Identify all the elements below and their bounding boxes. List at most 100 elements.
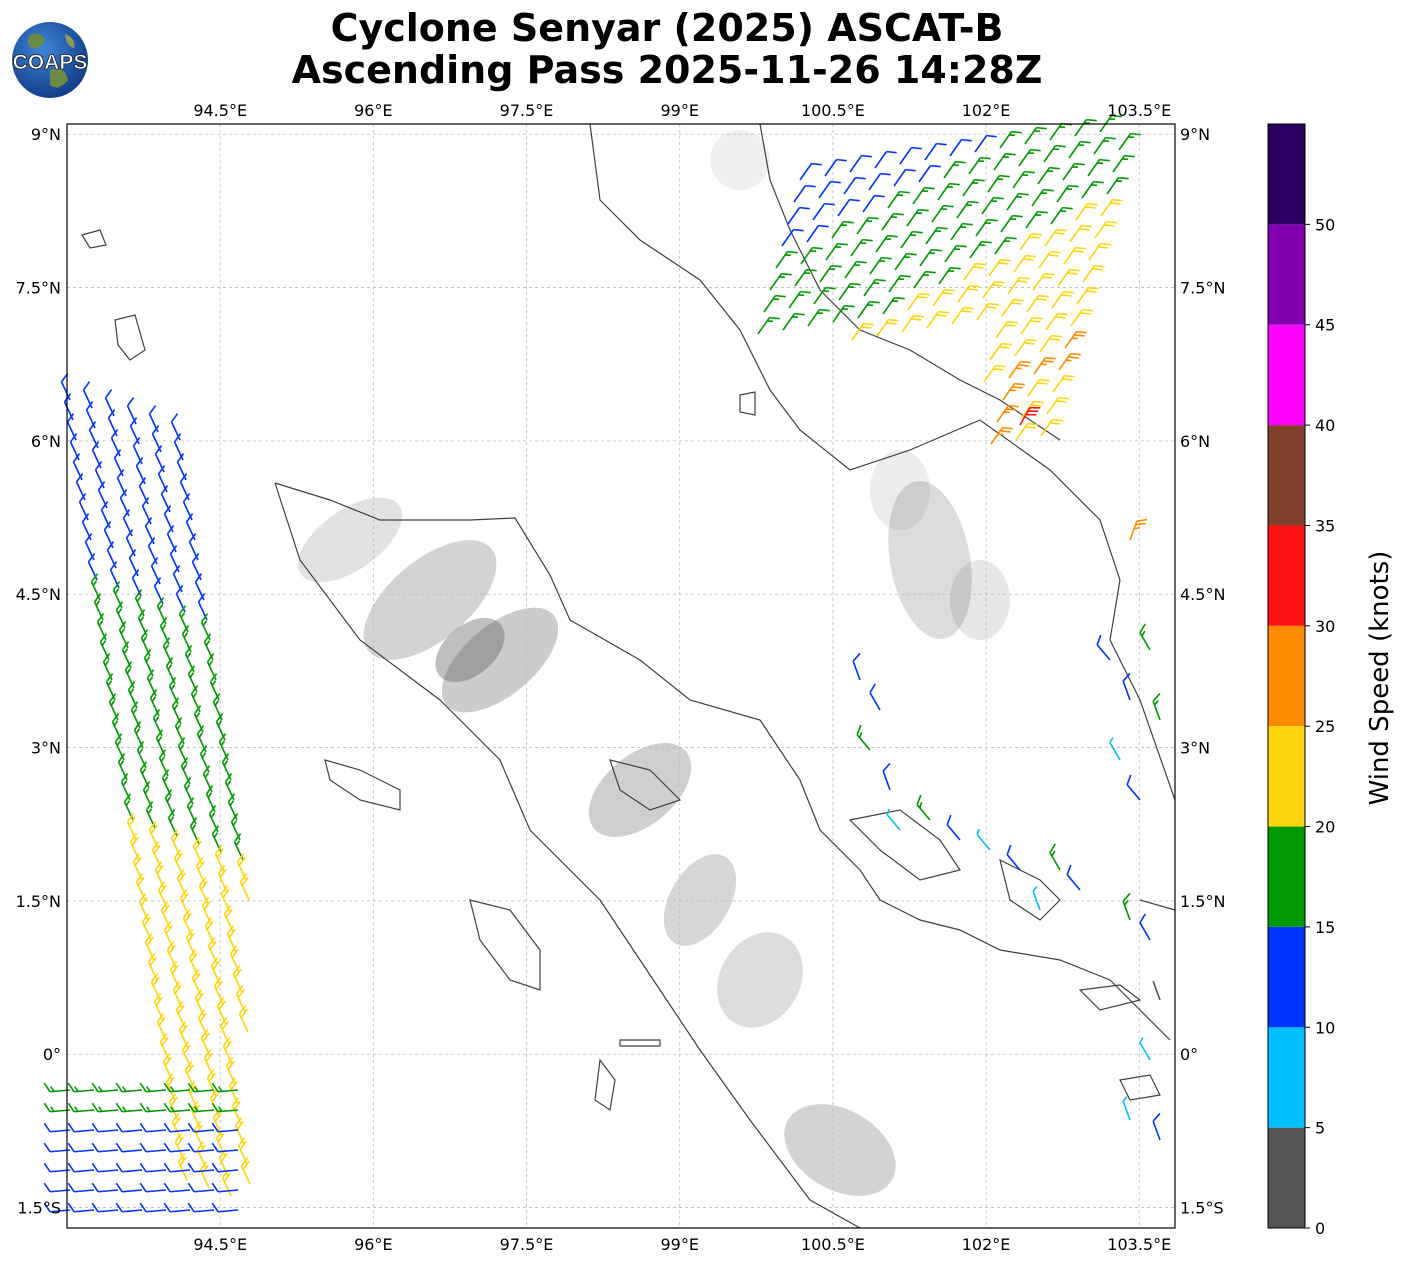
wind-barb [844, 260, 867, 279]
wind-barb [937, 182, 960, 201]
coastline-path [324, 759, 401, 811]
wind-barb [852, 652, 861, 681]
wind-barb [67, 1102, 95, 1113]
wind-barb [139, 1102, 167, 1113]
globe-logo-icon: COAPS [12, 22, 88, 98]
wind-barb [925, 226, 948, 245]
wind-barb [1139, 623, 1151, 651]
lat-tick-label-left: 1.5°S [17, 1199, 61, 1218]
map-gridlines [67, 124, 1175, 1228]
wind-barb [1088, 242, 1111, 261]
wind-barb [882, 762, 891, 791]
colorbar-segment [1268, 625, 1305, 727]
wind-barb [990, 426, 1013, 445]
wind-barb [946, 814, 961, 841]
wind-barb [995, 320, 1018, 339]
wind-barb [976, 828, 991, 851]
wind-barb [139, 1182, 167, 1193]
wind-barb [869, 256, 892, 275]
wind-barb [988, 258, 1011, 277]
wind-barb [769, 272, 792, 291]
coastline-path [274, 482, 861, 1229]
coastline-path [1078, 984, 1142, 1011]
lat-tick-label-left: 9°N [31, 125, 61, 144]
wind-barb [1126, 774, 1141, 801]
logo-text: COAPS [13, 51, 88, 74]
wind-barbs [43, 114, 1161, 1213]
wind-barb [1032, 886, 1041, 911]
lat-tick-label-right: 3°N [1180, 739, 1210, 758]
wind-barb [863, 278, 886, 297]
wind-barb [983, 364, 1006, 383]
wind-barb [67, 1202, 95, 1213]
wind-barb [806, 224, 829, 243]
wind-barb [901, 314, 924, 333]
wind-barb [993, 152, 1016, 171]
wind-barb [1122, 892, 1131, 921]
wind-barb [996, 404, 1019, 423]
wind-barb [1006, 192, 1029, 211]
wind-barb [956, 200, 979, 219]
wind-barb [1051, 290, 1074, 309]
wind-barb [1152, 1112, 1161, 1141]
wind-barb [1019, 406, 1041, 426]
lat-tick-label-right: 4.5°N [1180, 585, 1225, 604]
wind-barb [850, 238, 873, 257]
wind-barb [894, 252, 917, 271]
wind-barb [1052, 374, 1075, 393]
wind-barb [994, 236, 1017, 255]
coastline-path [848, 809, 961, 881]
coastline-path [274, 482, 1171, 1041]
wind-barb [962, 178, 985, 197]
lon-tick-label-bottom: 96°E [354, 1235, 392, 1254]
lon-tick-label-top: 96°E [354, 101, 392, 120]
lon-tick-label-top: 102°E [962, 101, 1011, 120]
map-tick-labels: 94.5°E 94.5°E 96°E 96°E 97.5°E 97.5°E 99°E 99°E… [16, 101, 1226, 1254]
wind-barb [1075, 202, 1098, 221]
wind-barb [976, 302, 999, 321]
lat-tick-label-right: 1.5°S [1180, 1199, 1224, 1218]
wind-barb [1046, 396, 1069, 415]
wind-barb [1087, 158, 1110, 177]
wind-barb [882, 296, 905, 315]
wind-barb [1076, 286, 1099, 305]
wind-barb [931, 204, 954, 223]
wind-barb [1081, 180, 1104, 199]
wind-barb [115, 1102, 143, 1113]
lat-tick-label-left: 1.5°N [16, 892, 61, 911]
wind-barb [139, 1122, 167, 1133]
wind-barb [238, 1005, 249, 1033]
terrain-shading [297, 130, 1010, 1196]
wind-barb [1039, 334, 1062, 353]
wind-barb [187, 1142, 215, 1153]
wind-barb [1118, 132, 1141, 151]
wind-barb [163, 1082, 191, 1093]
wind-barb [843, 176, 866, 195]
wind-barb [800, 246, 823, 265]
wind-barb [1049, 843, 1061, 871]
wind-barb [1058, 352, 1081, 371]
lat-tick-label-left: 0° [43, 1045, 61, 1064]
wind-barb [757, 316, 780, 335]
coastline-path [469, 899, 541, 991]
wind-barb [211, 1082, 239, 1093]
wind-barb [1063, 246, 1086, 265]
wind-barb [91, 1162, 119, 1173]
lon-tick-label-bottom: 94.5°E [193, 1235, 247, 1254]
terrain-blob [888, 480, 972, 640]
lon-tick-label-top: 100.5°E [801, 101, 865, 120]
wind-barb [950, 222, 973, 241]
wind-barb [163, 1182, 191, 1193]
wind-barb [67, 1182, 95, 1193]
coastlines [81, 123, 1176, 1229]
wind-barb [163, 1122, 191, 1133]
wind-barb [211, 1202, 239, 1213]
coastline-path [594, 1058, 616, 1112]
wind-barb [1027, 378, 1050, 397]
wind-barb [938, 266, 961, 285]
wind-barb [239, 873, 250, 901]
wind-barb [1019, 232, 1042, 251]
wind-barb [851, 322, 874, 341]
terrain-blob [870, 450, 930, 530]
